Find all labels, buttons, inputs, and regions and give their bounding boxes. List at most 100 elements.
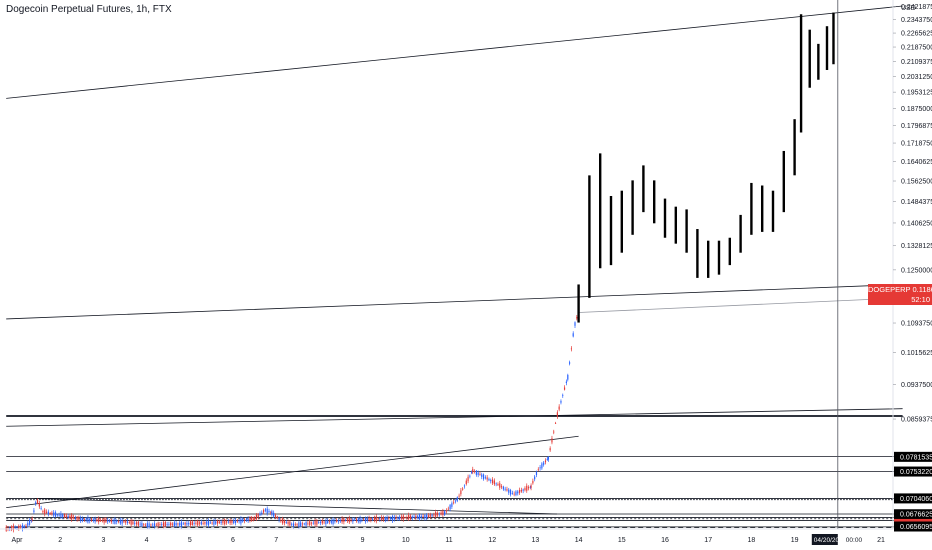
candle-body	[418, 514, 421, 520]
candle-body	[345, 520, 347, 521]
candle-body	[69, 515, 71, 518]
candle-body	[78, 517, 80, 520]
candle-body	[207, 520, 210, 526]
candle-body	[141, 523, 143, 526]
candle-body	[447, 508, 449, 510]
candle-body	[105, 519, 107, 523]
candle-body	[438, 513, 440, 515]
candle-body	[296, 524, 298, 526]
candle-body	[14, 527, 16, 529]
candle-body	[287, 521, 289, 524]
candle-body	[27, 523, 29, 526]
candle-body	[363, 519, 365, 521]
candle-body	[318, 522, 320, 524]
candle-body	[243, 519, 246, 521]
trendline	[6, 284, 903, 320]
candle-body	[493, 480, 495, 485]
candle-body	[58, 514, 60, 516]
candle-body	[355, 519, 358, 521]
candle-body	[283, 520, 286, 523]
candle-body	[395, 517, 397, 519]
candle-body	[249, 518, 251, 521]
x-tick-label: 15	[618, 537, 626, 544]
candle-body	[382, 517, 385, 520]
y-tick-label: 0.1484375	[901, 199, 932, 206]
candle-body	[278, 518, 280, 521]
candle-body	[339, 520, 341, 522]
candle-body	[112, 520, 114, 522]
candle-body	[254, 518, 256, 520]
candle-body	[442, 511, 444, 515]
y-tick-label: 0.2343750	[901, 17, 932, 24]
candle-body	[532, 480, 534, 484]
candle-body	[227, 521, 229, 523]
candle-body	[404, 517, 406, 519]
candle-body	[562, 394, 564, 396]
candle-body	[213, 520, 215, 525]
candle-body	[337, 520, 340, 522]
candle-body	[327, 520, 329, 524]
candle-body	[427, 515, 430, 517]
y-tick-label: 0.1640625	[901, 159, 932, 166]
candle-body	[87, 517, 89, 523]
candle-body	[325, 520, 327, 525]
candle-body	[520, 489, 522, 492]
candle-body	[527, 487, 530, 489]
candle-body	[123, 520, 125, 523]
candle-body	[541, 463, 543, 469]
candle-body	[497, 484, 499, 486]
candle-body	[314, 520, 316, 525]
candle-body	[63, 514, 66, 518]
y-tick-label: 0.1093750	[901, 321, 932, 328]
candle-body	[309, 521, 311, 525]
candle-body	[161, 524, 163, 526]
candle-body	[135, 522, 138, 525]
candle-body	[547, 457, 549, 460]
candle-body	[500, 486, 503, 488]
candle-body	[346, 519, 349, 521]
candle-body	[261, 512, 263, 514]
x-tick-label: Apr	[12, 537, 24, 544]
candle-body	[206, 521, 208, 525]
candle-body	[153, 523, 156, 527]
candle-body	[36, 499, 39, 504]
candle-body	[33, 510, 35, 513]
candle-body	[508, 489, 510, 493]
candle-body	[65, 515, 67, 517]
candle-body	[263, 510, 265, 513]
y-tick-label: 0.1250000	[901, 267, 932, 274]
level-label: 0.0753220	[900, 469, 932, 476]
candle-body	[170, 522, 172, 526]
candle-body	[132, 521, 134, 525]
x-tick-label: 8	[317, 537, 321, 544]
candle-body	[117, 521, 120, 522]
candle-body	[222, 520, 224, 524]
candle-body	[397, 517, 399, 519]
crosshair-date-box	[811, 534, 838, 545]
trendline	[6, 408, 903, 427]
candle-body	[417, 516, 419, 518]
candle-body	[119, 519, 121, 524]
candle-body	[72, 517, 75, 519]
candle-body	[162, 522, 165, 527]
level-label-box	[894, 466, 932, 477]
candle-body	[168, 523, 170, 525]
candle-body	[298, 522, 300, 527]
candle-body	[155, 524, 157, 526]
candle-body	[247, 518, 249, 522]
candle-body	[336, 519, 338, 522]
candle-body	[216, 520, 219, 524]
candle-body	[388, 518, 390, 519]
candle-body	[38, 503, 40, 507]
candle-body	[390, 517, 392, 519]
candle-body	[574, 322, 576, 326]
candle-body	[449, 504, 451, 510]
candle-body	[134, 522, 136, 524]
candle-body	[486, 477, 488, 480]
candle-body	[116, 520, 118, 522]
candle-body	[211, 522, 213, 524]
candle-body	[509, 490, 512, 495]
candle-body	[114, 519, 116, 524]
candle-body	[504, 488, 506, 490]
